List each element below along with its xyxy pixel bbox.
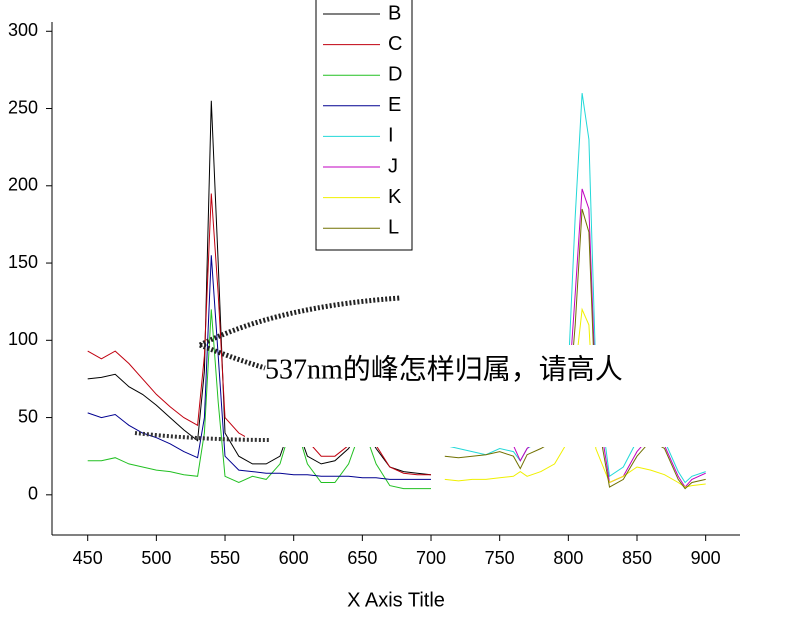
- legend-label: I: [388, 125, 394, 147]
- legend-label: E: [388, 94, 401, 116]
- legend-label: D: [388, 63, 402, 85]
- y-tick-label: 50: [18, 406, 38, 426]
- annotation: 537nm的峰怎样归属，请高人: [265, 353, 623, 385]
- y-tick-label: 0: [28, 484, 38, 504]
- legend: [315, 0, 413, 251]
- legend-label: J: [388, 155, 398, 177]
- y-tick-label: 300: [8, 20, 38, 40]
- x-tick-label: 600: [279, 548, 309, 568]
- x-tick-label: 450: [73, 548, 103, 568]
- x-tick-label: 650: [347, 548, 377, 568]
- x-tick-label: 900: [691, 548, 721, 568]
- x-axis-title: X Axis Title: [347, 589, 445, 611]
- x-tick-label: 850: [622, 548, 652, 568]
- scribble: [199, 342, 266, 371]
- y-tick-label: 250: [8, 97, 38, 117]
- x-tick-label: 800: [553, 548, 583, 568]
- series-line: [444, 307, 706, 488]
- legend-label: C: [388, 33, 402, 55]
- series-line: [87, 255, 431, 480]
- y-tick-label: 100: [8, 329, 38, 349]
- legend-label: B: [388, 2, 401, 24]
- legend-label: L: [388, 216, 399, 238]
- y-tick-label: 200: [8, 175, 38, 195]
- series-line: [444, 208, 706, 490]
- x-tick-label: 750: [485, 548, 515, 568]
- y-tick-label: 150: [8, 252, 38, 272]
- x-tick-label: 700: [416, 548, 446, 568]
- x-tick-label: 550: [210, 548, 240, 568]
- legend-label: K: [388, 186, 402, 208]
- mask: [245, 345, 745, 447]
- scribble: [134, 431, 271, 442]
- scribble: [198, 295, 401, 348]
- x-tick-label: 500: [141, 548, 171, 568]
